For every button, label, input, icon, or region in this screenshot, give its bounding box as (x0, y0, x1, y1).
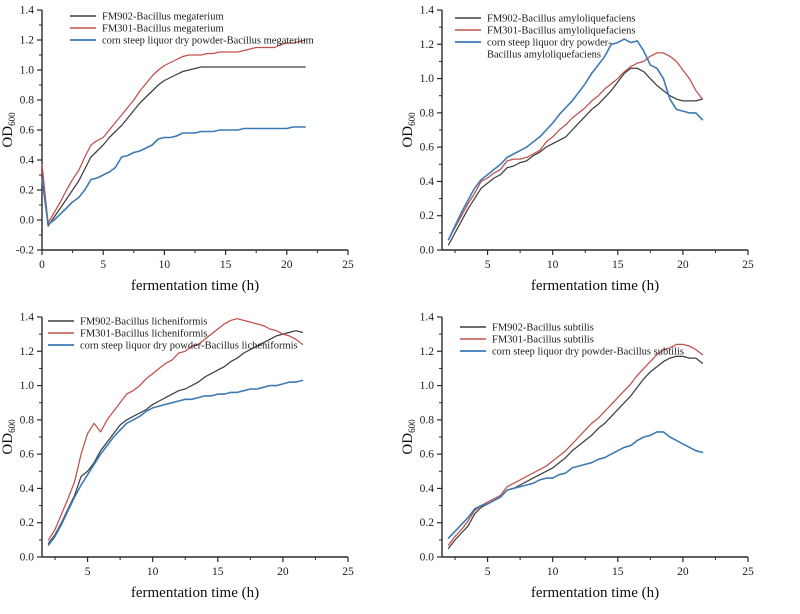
x-tick-label: 15 (212, 566, 224, 578)
series-line-corn-steep (47, 379, 304, 546)
x-tick-label: 25 (342, 259, 354, 271)
y-tick-label: 1.2 (20, 346, 35, 358)
y-tick-label: 0.4 (420, 176, 435, 188)
legend-label: FM301-Bacillus licheniformis (80, 329, 207, 340)
x-tick-label: 20 (281, 259, 293, 271)
chart-canvas-bacillus-licheniformis: 5 10 15 20 25 0.0 0.2 0.4 0.6 0.8 1.0 1.2 1.4 ferment… (0, 307, 400, 614)
series-line-fm902 (447, 67, 704, 246)
x-tick-label: 10 (159, 259, 171, 271)
chart-bacillus-megaterium: 0 5 10 15 20 25 -0.2 0.0 0.2 0.4 0.6 0.8 1.0 1.2 1.4 fe… (0, 0, 400, 307)
legend-label: corn steep liquor dry powder-Bacillus li… (80, 341, 298, 352)
series-line-fm902 (447, 355, 704, 550)
chart-bacillus-subtilis: 5 10 15 20 25 0.0 0.2 0.4 0.6 0.8 1.0 1.2 1.4 ferment… (400, 307, 800, 614)
y-tick-label: 0.2 (20, 185, 35, 197)
legend-label: corn steep liquor dry powder- (487, 38, 612, 49)
y-tick-label: 1.2 (420, 346, 435, 358)
series-line-fm301 (447, 52, 704, 241)
x-tick-label: 5 (100, 259, 106, 271)
y-tick-label: 0.6 (20, 449, 35, 461)
y-tick-label: 0.6 (420, 142, 435, 154)
y-tick-label: 0.2 (420, 210, 435, 222)
y-tick-label: 0.6 (420, 449, 435, 461)
y-tick-label: 1.0 (20, 380, 35, 392)
series-line-fm301 (47, 318, 304, 541)
x-axis-title: fermentation time (h) (531, 585, 659, 601)
y-tick-label: 1.4 (20, 5, 35, 17)
x-axis-title: fermentation time (h) (131, 585, 259, 601)
y-axis-title: OD600 (0, 419, 17, 455)
chart-canvas-bacillus-subtilis: 5 10 15 20 25 0.0 0.2 0.4 0.6 0.8 1.0 1.2 1.4 ferment… (400, 307, 800, 614)
y-tick-label: -0.2 (16, 245, 34, 257)
x-tick-label: 5 (85, 566, 91, 578)
legend-label: corn steep liquor dry powder-Bacillus su… (492, 347, 684, 358)
y-axis-title: OD600 (400, 112, 417, 148)
y-tick-label: 0.4 (20, 155, 35, 167)
series-line-fm902 (41, 66, 306, 227)
x-tick-label: 10 (547, 259, 559, 271)
legend-label: Bacillus amyloliquefaciens (487, 50, 601, 61)
x-tick-label: 15 (612, 566, 624, 578)
legend-label: FM301-Bacillus amyloliquefaciens (487, 26, 635, 37)
y-tick-label: 1.4 (420, 5, 435, 17)
x-tick-label: 10 (547, 566, 559, 578)
y-tick-label: 0.8 (20, 95, 35, 107)
series-line-fm301 (41, 39, 306, 224)
legend-label: FM902-Bacillus amyloliquefaciens (487, 14, 635, 25)
legend-label: FM902-Bacillus subtilis (492, 323, 594, 334)
y-tick-label: 1.2 (20, 35, 35, 47)
y-axis-title: OD600 (400, 419, 417, 455)
series-line-corn-steep (447, 38, 704, 241)
series-line-corn-steep (41, 126, 307, 226)
x-tick-label: 5 (485, 259, 491, 271)
chart-bacillus-licheniformis: 5 10 15 20 25 0.0 0.2 0.4 0.6 0.8 1.0 1.2 1.4 ferment… (0, 307, 400, 614)
y-tick-label: 0.8 (20, 414, 35, 426)
y-tick-label: 1.4 (420, 312, 435, 324)
x-axis-title: fermentation time (h) (531, 278, 659, 294)
y-tick-label: 0.6 (20, 125, 35, 137)
x-tick-label: 25 (742, 566, 754, 578)
chart-canvas-bacillus-amyloliquefaciens: 5 10 15 20 25 0.0 0.2 0.4 0.6 0.8 1.0 1.2 1.4 ferment… (400, 0, 800, 307)
y-tick-label: 0.2 (420, 517, 435, 529)
series-line-corn-steep (447, 431, 704, 539)
legend-label: corn steep liquor dry powder-Bacillus me… (102, 36, 314, 47)
x-tick-label: 20 (677, 566, 689, 578)
x-tick-label: 20 (277, 566, 289, 578)
legend-label: FM301-Bacillus megaterium (102, 24, 224, 35)
y-tick-label: 0.8 (420, 414, 435, 426)
x-tick-label: 10 (147, 566, 159, 578)
legend-label: FM301-Bacillus subtilis (492, 335, 594, 346)
y-tick-label: 1.0 (420, 380, 435, 392)
x-tick-label: 15 (612, 259, 624, 271)
y-axis-title: OD600 (0, 112, 17, 148)
y-tick-label: 0.8 (420, 107, 435, 119)
series-line-fm301 (447, 343, 704, 546)
y-tick-label: 1.2 (420, 39, 435, 51)
y-tick-label: 1.0 (420, 73, 435, 85)
chart-bacillus-amyloliquefaciens: 5 10 15 20 25 0.0 0.2 0.4 0.6 0.8 1.0 1.2 1.4 ferment… (400, 0, 800, 307)
y-tick-label: 0.0 (20, 552, 35, 564)
y-tick-label: 0.4 (20, 483, 35, 495)
series-line-fm902 (47, 330, 304, 544)
x-tick-label: 0 (39, 259, 45, 271)
chart-canvas-bacillus-megaterium: 0 5 10 15 20 25 -0.2 0.0 0.2 0.4 0.6 0.8 1.0 1.2 1.4 fe… (0, 0, 400, 307)
legend-label: FM902-Bacillus megaterium (102, 12, 224, 23)
y-tick-label: 0.0 (420, 245, 435, 257)
x-tick-label: 25 (742, 259, 754, 271)
y-tick-label: 0.0 (420, 552, 435, 564)
x-axis-title: fermentation time (h) (131, 278, 259, 294)
x-tick-label: 20 (677, 259, 689, 271)
legend-label: FM902-Bacillus licheniformis (80, 317, 207, 328)
x-tick-label: 25 (342, 566, 354, 578)
y-tick-label: 1.4 (20, 312, 35, 324)
y-tick-label: 1.0 (20, 65, 35, 77)
y-tick-label: 0.0 (20, 215, 35, 227)
y-tick-label: 0.4 (420, 483, 435, 495)
x-tick-label: 15 (220, 259, 232, 271)
y-tick-label: 0.2 (20, 517, 35, 529)
x-tick-label: 5 (485, 566, 491, 578)
